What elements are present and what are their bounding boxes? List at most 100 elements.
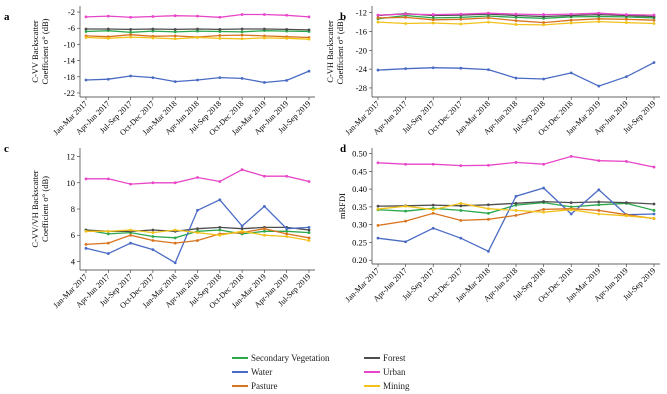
data-point-water: [196, 78, 199, 82]
data-point-water: [307, 69, 311, 73]
y-tick-label: 0.35: [352, 202, 367, 212]
y-tick-label: 4: [71, 256, 76, 266]
data-point-forest: [307, 228, 311, 232]
y-tick-label: 0.45: [352, 166, 367, 176]
data-point-mining: [376, 20, 380, 24]
data-point-urban: [514, 12, 518, 16]
y-tick-label: -28: [356, 83, 367, 93]
panel-a: a C-VV Backscatter Coefficient σ° (dB) -2 -6…: [4, 6, 315, 137]
data-point-water: [129, 74, 133, 78]
data-point-forest: [196, 27, 199, 31]
data-point-secondary-vegetation: [487, 211, 490, 215]
data-point-water: [459, 236, 463, 240]
data-point-urban: [129, 182, 133, 186]
data-point-mining: [151, 231, 155, 235]
data-point-secondary-vegetation: [84, 30, 88, 33]
data-point-urban: [625, 13, 628, 16]
data-point-urban: [459, 12, 463, 16]
data-point-forest: [431, 203, 435, 207]
data-point-water: [514, 76, 518, 80]
data-point-pasture: [173, 34, 177, 38]
data-point-water: [263, 204, 266, 208]
y-tick-label: -22: [64, 88, 75, 98]
data-point-water: [129, 241, 133, 245]
y-axis-label: mRFDI: [337, 193, 347, 219]
data-point-forest: [151, 228, 155, 232]
data-point-water: [652, 61, 656, 64]
data-point-mining: [240, 229, 244, 233]
data-point-mining: [173, 37, 177, 41]
data-point-forest: [196, 227, 199, 231]
data-point-urban: [597, 159, 601, 163]
data-point-mining: [625, 214, 628, 218]
data-point-mining: [218, 36, 222, 40]
data-point-pasture: [459, 17, 463, 21]
data-point-mining: [569, 21, 573, 25]
data-point-water: [652, 212, 656, 216]
data-point-water: [542, 77, 545, 81]
data-point-urban: [597, 11, 601, 15]
data-point-water: [240, 77, 244, 80]
data-point-mining: [625, 21, 628, 24]
data-point-mining: [459, 22, 463, 26]
legend-label-secondary-vegetation: Secondary Vegetation: [251, 353, 330, 363]
data-point-pasture: [625, 17, 628, 21]
data-point-urban: [569, 12, 573, 16]
data-point-pasture: [173, 241, 177, 245]
data-point-pasture: [542, 21, 545, 24]
data-point-urban: [129, 15, 133, 19]
data-point-pasture: [514, 214, 518, 217]
data-point-urban: [285, 174, 289, 178]
data-point-mining: [218, 233, 222, 237]
data-point-secondary-vegetation: [129, 30, 133, 34]
data-point-secondary-vegetation: [240, 30, 244, 34]
data-point-water: [597, 188, 601, 192]
data-point-pasture: [487, 16, 490, 20]
legend-label-urban: Urban: [383, 367, 406, 377]
y-tick-label: 10: [67, 178, 76, 188]
legend-swatch-secondary-vegetation: [232, 356, 248, 359]
y-tick-label: -18: [64, 72, 75, 82]
legend-label-forest: Forest: [383, 353, 406, 363]
data-point-pasture: [240, 33, 244, 37]
data-point-pasture: [129, 33, 133, 37]
legend-item-secondary-vegetation: Secondary Vegetation: [232, 353, 330, 363]
data-point-urban: [240, 13, 244, 16]
data-point-forest: [569, 201, 573, 205]
data-point-pasture: [151, 239, 155, 242]
data-point-pasture: [307, 236, 311, 240]
data-point-forest: [173, 28, 177, 31]
y-tick-label: 6: [71, 230, 75, 240]
data-point-urban: [376, 161, 380, 165]
data-point-secondary-vegetation: [173, 30, 177, 34]
data-point-mining: [404, 204, 407, 208]
data-point-forest: [597, 200, 601, 204]
data-point-urban: [218, 15, 222, 19]
data-point-urban: [404, 162, 407, 166]
y-tick-label: -12: [356, 8, 367, 18]
y-axis-label: Coefficient σ° (dB): [335, 18, 345, 84]
data-point-secondary-vegetation: [597, 203, 601, 207]
data-point-pasture: [376, 223, 380, 227]
y-tick-label: -16: [356, 27, 367, 37]
data-point-urban: [542, 162, 545, 166]
data-point-water: [404, 67, 407, 71]
data-point-mining: [151, 36, 155, 40]
panel-c: c C-VV/VH Backscatter Coefficient σ° (dB) 1…: [4, 143, 315, 310]
data-point-pasture: [652, 18, 656, 22]
data-point-pasture: [84, 243, 88, 246]
data-point-water: [307, 225, 311, 229]
data-point-secondary-vegetation: [404, 209, 407, 213]
data-point-pasture: [106, 241, 110, 245]
data-point-forest: [285, 28, 289, 31]
data-point-mining: [129, 228, 133, 232]
data-point-urban: [431, 13, 435, 16]
data-point-pasture: [431, 211, 435, 215]
legend-swatch-forest: [364, 356, 380, 359]
data-point-urban: [542, 13, 545, 16]
data-point-forest: [652, 202, 656, 206]
data-point-mining: [285, 235, 289, 238]
data-point-water: [240, 224, 244, 228]
data-point-forest: [151, 27, 155, 31]
